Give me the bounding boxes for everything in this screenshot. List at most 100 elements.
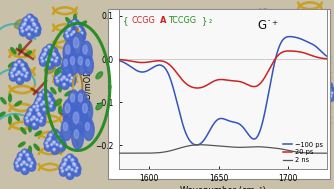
Circle shape: [39, 58, 47, 66]
Circle shape: [302, 114, 304, 117]
Circle shape: [72, 162, 75, 165]
Circle shape: [62, 170, 63, 172]
Circle shape: [300, 167, 301, 168]
Circle shape: [68, 29, 69, 30]
Circle shape: [15, 163, 22, 171]
Circle shape: [289, 46, 296, 52]
Circle shape: [313, 39, 315, 40]
Circle shape: [294, 152, 302, 160]
Circle shape: [299, 122, 302, 125]
Circle shape: [282, 135, 285, 139]
Circle shape: [77, 24, 78, 25]
Circle shape: [280, 48, 283, 51]
Circle shape: [18, 159, 19, 160]
Ellipse shape: [65, 91, 71, 96]
Circle shape: [266, 16, 273, 23]
Circle shape: [301, 116, 302, 117]
Circle shape: [268, 89, 269, 90]
Circle shape: [279, 89, 280, 90]
Circle shape: [84, 125, 87, 128]
Circle shape: [37, 119, 38, 120]
Circle shape: [322, 50, 325, 53]
Circle shape: [14, 68, 15, 69]
Circle shape: [321, 48, 328, 56]
Ellipse shape: [29, 146, 31, 154]
Circle shape: [319, 138, 326, 144]
Circle shape: [293, 161, 294, 162]
Circle shape: [265, 116, 268, 119]
Circle shape: [310, 43, 313, 47]
Circle shape: [249, 160, 257, 168]
Circle shape: [312, 122, 315, 125]
Circle shape: [70, 94, 74, 102]
Circle shape: [29, 16, 30, 17]
Circle shape: [34, 124, 35, 125]
Circle shape: [45, 142, 48, 144]
Circle shape: [249, 60, 252, 64]
Circle shape: [308, 48, 315, 56]
Circle shape: [62, 76, 66, 79]
Circle shape: [76, 53, 87, 74]
Circle shape: [66, 154, 74, 162]
Ellipse shape: [304, 106, 306, 114]
Circle shape: [298, 71, 301, 75]
Circle shape: [77, 128, 80, 131]
Circle shape: [292, 141, 293, 142]
Circle shape: [21, 73, 23, 76]
Circle shape: [290, 168, 291, 170]
Circle shape: [24, 71, 31, 77]
Circle shape: [59, 166, 65, 172]
Circle shape: [288, 127, 291, 130]
Ellipse shape: [275, 64, 286, 74]
Circle shape: [24, 116, 31, 122]
Circle shape: [294, 20, 297, 24]
Circle shape: [277, 41, 284, 48]
Circle shape: [59, 168, 67, 176]
Circle shape: [328, 88, 329, 89]
Circle shape: [46, 103, 48, 106]
Circle shape: [259, 66, 260, 67]
Circle shape: [287, 138, 291, 141]
Circle shape: [34, 26, 41, 32]
Ellipse shape: [251, 13, 256, 19]
Circle shape: [312, 47, 319, 54]
Circle shape: [261, 9, 269, 17]
Circle shape: [29, 27, 36, 34]
Circle shape: [54, 131, 55, 132]
Circle shape: [81, 117, 90, 126]
Circle shape: [69, 167, 76, 174]
Circle shape: [74, 21, 75, 22]
Circle shape: [287, 42, 290, 45]
Circle shape: [35, 102, 38, 104]
Circle shape: [263, 112, 264, 113]
Circle shape: [69, 23, 72, 27]
Circle shape: [255, 156, 265, 166]
Circle shape: [76, 127, 84, 134]
Circle shape: [30, 165, 31, 167]
Circle shape: [23, 74, 30, 81]
Circle shape: [318, 140, 325, 148]
Circle shape: [34, 103, 42, 111]
Circle shape: [84, 119, 85, 120]
Circle shape: [289, 128, 290, 129]
Circle shape: [289, 66, 292, 70]
Circle shape: [247, 63, 254, 70]
Circle shape: [42, 51, 49, 58]
Circle shape: [268, 18, 269, 19]
Circle shape: [53, 142, 55, 143]
Circle shape: [289, 50, 292, 53]
Circle shape: [330, 95, 331, 97]
Circle shape: [323, 50, 324, 52]
Circle shape: [284, 36, 285, 37]
Circle shape: [296, 31, 297, 32]
Circle shape: [51, 102, 52, 103]
Circle shape: [320, 142, 321, 143]
Ellipse shape: [8, 62, 15, 67]
Circle shape: [60, 162, 69, 171]
Circle shape: [309, 114, 318, 123]
Circle shape: [309, 113, 316, 120]
20 ps: [211, 80, 215, 83]
Circle shape: [50, 105, 51, 107]
Ellipse shape: [290, 106, 301, 116]
Circle shape: [61, 119, 72, 140]
